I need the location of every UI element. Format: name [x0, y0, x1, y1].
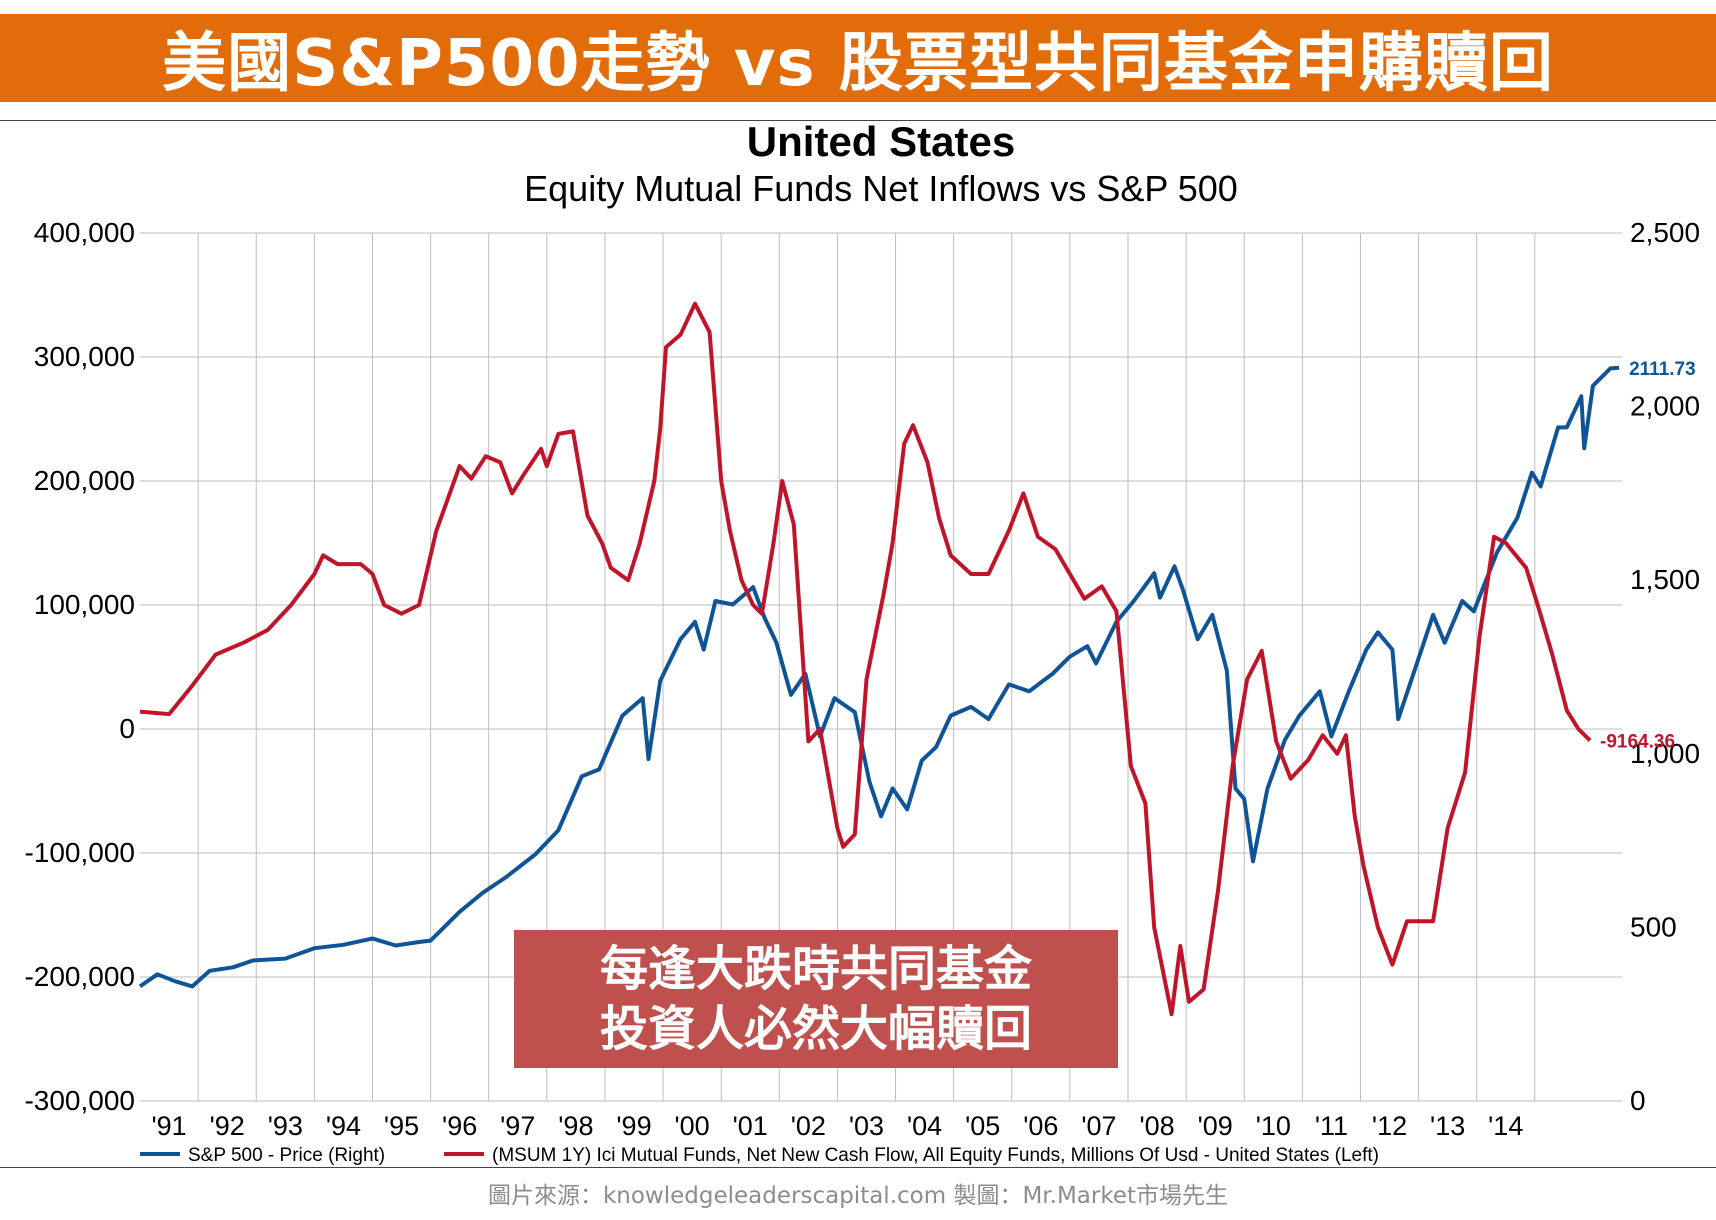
tick-labels: 400,000 300,000 200,000 100,000 0 -100,000 -20…	[24, 217, 1700, 1141]
sp500-last-value: 2111.73	[1629, 359, 1696, 380]
left-tick-label: -300,000	[24, 1085, 135, 1116]
x-tick-label: '96	[442, 1111, 477, 1141]
left-tick-label: 100,000	[34, 589, 135, 620]
x-tick-label: '00	[675, 1111, 710, 1141]
x-tick-label: '97	[500, 1111, 535, 1141]
x-tick-label: '01	[733, 1111, 768, 1141]
right-tick-label: 1,000	[1630, 738, 1700, 769]
x-tick-label: '95	[384, 1111, 419, 1141]
x-tick-label: '02	[791, 1111, 826, 1141]
right-tick-label: 0	[1630, 1085, 1646, 1116]
sp500-line	[138, 365, 1620, 989]
x-tick-label: '98	[558, 1111, 593, 1141]
legend-entry: (MSUM 1Y) Ici Mutual Funds, Net New Cash…	[492, 1145, 1379, 1166]
x-tick-label: '14	[1488, 1111, 1523, 1141]
end-labels: 2111.73 -9164.36	[1600, 359, 1696, 753]
right-tick-label: 2,000	[1630, 391, 1700, 422]
right-tick-label: 500	[1630, 911, 1677, 942]
legend: S&P 500 - Price (Right) (MSUM 1Y) Ici Mut…	[140, 1145, 1379, 1166]
series-lines	[138, 301, 1620, 1017]
title-banner: 美國S&P500走勢 vs 股票型共同基金申購贖回	[0, 14, 1716, 102]
x-tick-label: '05	[965, 1111, 1000, 1141]
chart-subtitle: Equity Mutual Funds Net Inflows vs S&P 5…	[524, 168, 1238, 209]
left-tick-label: -200,000	[24, 961, 135, 992]
right-tick-label: 1,500	[1630, 564, 1700, 595]
annotation-callout: 每逢大跌時共同基金 投資人必然大幅贖回	[514, 930, 1118, 1068]
x-tick-label: '11	[1315, 1111, 1348, 1141]
left-tick-label: 200,000	[34, 465, 135, 496]
left-tick-label: 300,000	[34, 341, 135, 372]
x-tick-label: '12	[1372, 1111, 1407, 1141]
legend-entry: S&P 500 - Price (Right)	[188, 1145, 385, 1166]
x-tick-label: '10	[1256, 1111, 1291, 1141]
source-credit: 圖片來源：knowledgeleaderscapital.com 製圖：Mr.M…	[487, 1183, 1229, 1209]
x-tick-label: '91	[151, 1111, 186, 1141]
fund-flow-last-value: -9164.36	[1600, 731, 1675, 752]
left-tick-label: 400,000	[34, 217, 135, 248]
left-tick-label: -100,000	[24, 837, 135, 868]
x-tick-label: '92	[210, 1111, 245, 1141]
fund-flow-line	[139, 301, 1592, 1017]
x-tick-label: '93	[268, 1111, 303, 1141]
x-tick-label: '07	[1081, 1111, 1116, 1141]
chart-frame: United States Equity Mutual Funds Net In…	[0, 120, 1716, 1168]
x-tick-label: '08	[1139, 1111, 1174, 1141]
x-tick-label: '04	[907, 1111, 942, 1141]
left-tick-label: 0	[119, 713, 135, 744]
x-tick-label: '09	[1198, 1111, 1233, 1141]
callout-line-2: 投資人必然大幅贖回	[599, 1001, 1032, 1057]
banner-title: 美國S&P500走勢 vs 股票型共同基金申購贖回	[162, 27, 1554, 101]
callout-line-1: 每逢大跌時共同基金	[599, 941, 1032, 997]
right-tick-label: 2,500	[1630, 217, 1700, 248]
chart: United States Equity Mutual Funds Net In…	[24, 121, 1700, 1166]
x-tick-label: '03	[849, 1111, 884, 1141]
chart-title: United States	[747, 121, 1015, 165]
x-tick-label: '99	[616, 1111, 651, 1141]
x-tick-label: '94	[326, 1111, 361, 1141]
x-tick-label: '06	[1023, 1111, 1058, 1141]
x-tick-label: '13	[1430, 1111, 1465, 1141]
